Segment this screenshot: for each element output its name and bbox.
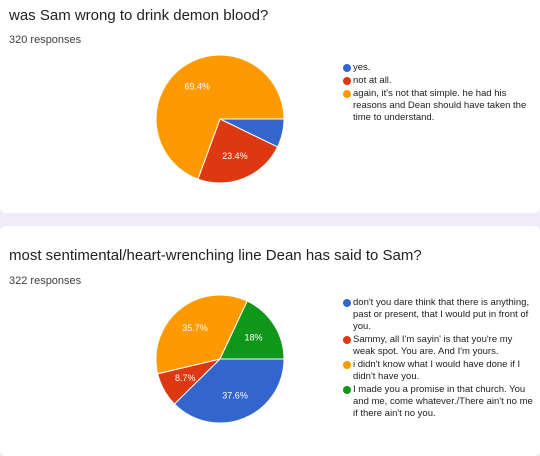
- legend-label: i didn't know what I would have done if …: [353, 359, 521, 382]
- pie-slice: [155, 54, 285, 180]
- legend-item: yes.: [343, 62, 533, 74]
- pie-slice: [197, 118, 279, 184]
- question-title: was Sam wrong to drink demon blood?: [9, 7, 269, 24]
- slice-data-label: 8.7%: [175, 373, 196, 383]
- legend-label: don't you dare think that there is anyth…: [353, 297, 530, 332]
- pie-slice: [155, 294, 248, 375]
- legend-swatch: [343, 361, 351, 369]
- pie-chart: 37.6% 8.7% 35.7% 18%: [155, 294, 285, 424]
- legend-item: Sammy, all I'm sayin' is that you're my …: [343, 334, 533, 358]
- legend-item: not at all.: [343, 75, 533, 87]
- legend-label: I made you a promise in that church. You…: [353, 384, 533, 419]
- response-count: 322 responses: [9, 275, 82, 287]
- pie-slice: [173, 358, 285, 424]
- legend-item: don't you dare think that there is anyth…: [343, 297, 533, 333]
- legend-swatch: [343, 77, 351, 85]
- chart-legend: yes. not at all. again, it's not that simp…: [343, 62, 533, 125]
- legend-swatch: [343, 299, 351, 307]
- legend-item: i didn't know what I would have done if …: [343, 359, 533, 383]
- slice-data-label: 23.4%: [222, 151, 248, 161]
- legend-item: again, it's not that simple. he had his …: [343, 88, 533, 124]
- question-card-1: was Sam wrong to drink demon blood? 320 …: [0, 0, 540, 213]
- chart-legend: don't you dare think that there is anyth…: [343, 297, 533, 421]
- legend-item: I made you a promise in that church. You…: [343, 384, 533, 420]
- legend-label: yes.: [353, 62, 371, 73]
- pie-slice: [219, 300, 285, 360]
- legend-label: not at all.: [353, 75, 392, 86]
- question-card-2: most sentimental/heart-wrenching line De…: [0, 226, 540, 456]
- slice-data-label: 69.4%: [185, 81, 211, 91]
- legend-swatch: [343, 386, 351, 394]
- legend-label: Sammy, all I'm sayin' is that you're my …: [353, 334, 513, 357]
- slice-data-label: 18%: [244, 333, 262, 343]
- legend-swatch: [343, 64, 351, 72]
- question-title: most sentimental/heart-wrenching line De…: [9, 247, 422, 264]
- slice-data-label: 37.6%: [222, 391, 248, 401]
- pie-chart: 23.4% 69.4%: [155, 54, 285, 184]
- legend-label: again, it's not that simple. he had his …: [353, 88, 527, 123]
- legend-swatch: [343, 90, 351, 98]
- response-count: 320 responses: [9, 34, 82, 46]
- legend-swatch: [343, 336, 351, 344]
- slice-data-label: 35.7%: [182, 323, 208, 333]
